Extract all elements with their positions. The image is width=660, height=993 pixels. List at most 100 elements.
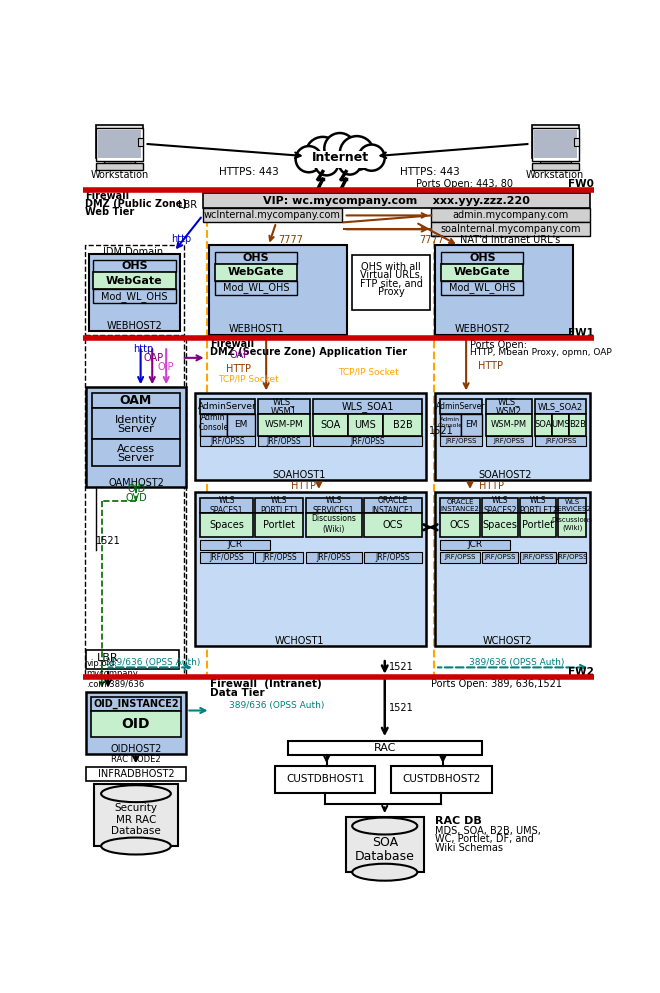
Text: Workstation: Workstation — [90, 170, 148, 180]
Text: Ports Open:: Ports Open: — [470, 340, 527, 350]
Text: WLS
PORTLET1: WLS PORTLET1 — [260, 496, 298, 515]
Bar — [431, 222, 590, 236]
Text: WLS_
WSM1: WLS_ WSM1 — [271, 396, 297, 416]
Bar — [215, 264, 297, 281]
Text: OIP: OIP — [157, 362, 174, 372]
Bar — [558, 513, 586, 536]
Text: JRF/OPSS: JRF/OPSS — [316, 553, 351, 562]
Text: OID_INSTANCE2: OID_INSTANCE2 — [93, 699, 179, 709]
Bar — [93, 260, 176, 272]
Text: JCR: JCR — [467, 540, 482, 549]
Bar — [93, 272, 176, 289]
Bar — [195, 393, 426, 480]
Bar — [86, 387, 185, 488]
Text: Portlet: Portlet — [263, 520, 296, 530]
Bar — [440, 539, 510, 550]
Text: Database: Database — [355, 850, 414, 863]
Text: JRF/OPSS: JRF/OPSS — [445, 438, 477, 444]
Bar — [486, 398, 532, 414]
Text: RAC: RAC — [374, 743, 396, 754]
Bar — [257, 398, 310, 414]
Text: Virtual URLs,: Virtual URLs, — [360, 270, 422, 280]
Text: WLS
PORTLET2: WLS PORTLET2 — [519, 496, 558, 515]
Text: OCS: OCS — [449, 520, 470, 530]
Bar — [346, 817, 424, 872]
Text: LBR: LBR — [178, 201, 197, 211]
Text: RAC DB: RAC DB — [435, 816, 482, 826]
Text: AdminServer: AdminServer — [198, 402, 257, 411]
Text: HTTP: HTTP — [479, 481, 504, 491]
Bar — [532, 125, 579, 158]
Text: 1521: 1521 — [389, 662, 413, 672]
Bar — [93, 289, 176, 303]
Bar — [461, 414, 482, 436]
Text: OHS: OHS — [469, 253, 496, 263]
Text: OIDHOST2: OIDHOST2 — [110, 744, 162, 754]
Bar — [92, 439, 180, 466]
Text: EM: EM — [234, 420, 248, 429]
Bar — [200, 552, 253, 563]
Text: JCR: JCR — [228, 540, 243, 549]
Text: HTTP: HTTP — [478, 360, 503, 370]
Bar — [435, 492, 590, 645]
Text: VIP: wc.mycompany.com    xxx.yyy.zzz.220: VIP: wc.mycompany.com xxx.yyy.zzz.220 — [263, 196, 530, 206]
Bar — [306, 552, 362, 563]
Bar — [440, 552, 480, 563]
Text: ORACLE
INSTANCE1: ORACLE INSTANCE1 — [371, 496, 414, 515]
Bar — [86, 692, 185, 754]
Text: ORACLE
INSTANCE2: ORACLE INSTANCE2 — [440, 499, 479, 512]
Text: WebGate: WebGate — [106, 276, 163, 286]
Circle shape — [324, 133, 355, 164]
Bar — [139, 138, 143, 146]
Text: OHS: OHS — [121, 261, 148, 271]
Text: WC, Portlet, DF, and: WC, Portlet, DF, and — [435, 834, 534, 844]
Text: WCHOST2: WCHOST2 — [482, 637, 532, 646]
Text: DMZ (Public Zone): DMZ (Public Zone) — [85, 199, 187, 209]
Text: HTTPS: 443: HTTPS: 443 — [400, 167, 459, 177]
Text: EM: EM — [465, 420, 478, 429]
Text: Portlet: Portlet — [522, 520, 554, 530]
Bar — [88, 254, 180, 331]
Text: WSM-PM: WSM-PM — [490, 420, 527, 429]
Text: OHS: OHS — [243, 253, 269, 263]
Text: Mod_WL_OHS: Mod_WL_OHS — [223, 282, 289, 293]
Text: 7777: 7777 — [278, 235, 303, 245]
Bar — [442, 281, 523, 295]
Ellipse shape — [352, 817, 417, 834]
Text: JRF/OPSS: JRF/OPSS — [210, 437, 245, 446]
Bar — [520, 513, 556, 536]
Bar — [440, 436, 482, 447]
Bar — [482, 513, 518, 536]
Text: DMZ (Secure Zone) Application Tier: DMZ (Secure Zone) Application Tier — [211, 348, 407, 357]
Text: OAP: OAP — [144, 353, 164, 362]
Bar — [200, 498, 253, 513]
Text: 7777: 7777 — [418, 235, 444, 245]
Text: 1521: 1521 — [96, 536, 121, 546]
Bar — [86, 767, 185, 780]
Text: UMS: UMS — [551, 420, 570, 429]
Text: WLS
SERVICES1: WLS SERVICES1 — [313, 496, 354, 515]
Text: Firewall  (Intranet): Firewall (Intranet) — [211, 679, 322, 689]
Text: Access: Access — [117, 444, 155, 454]
Text: Spaces: Spaces — [209, 520, 244, 530]
Ellipse shape — [352, 864, 417, 881]
Bar — [98, 130, 141, 158]
Text: SOA: SOA — [320, 420, 341, 430]
Bar — [558, 552, 586, 563]
Bar — [535, 398, 586, 414]
Text: HTTP: HTTP — [226, 364, 251, 374]
Text: AdminServer: AdminServer — [436, 402, 486, 411]
Bar — [308, 152, 377, 169]
Text: IDM Domain: IDM Domain — [103, 246, 163, 256]
Bar — [314, 398, 422, 414]
Text: 389/636 (OPSS Auth): 389/636 (OPSS Auth) — [104, 658, 200, 667]
Bar — [314, 436, 422, 447]
Text: JRF/OPSS: JRF/OPSS — [545, 438, 576, 444]
Bar — [535, 414, 552, 436]
Text: Proxy: Proxy — [378, 287, 405, 298]
Text: CUSTDBHOST1: CUSTDBHOST1 — [286, 775, 364, 784]
Bar — [482, 498, 518, 513]
Circle shape — [339, 153, 361, 175]
Bar — [435, 393, 590, 480]
Bar — [255, 513, 304, 536]
